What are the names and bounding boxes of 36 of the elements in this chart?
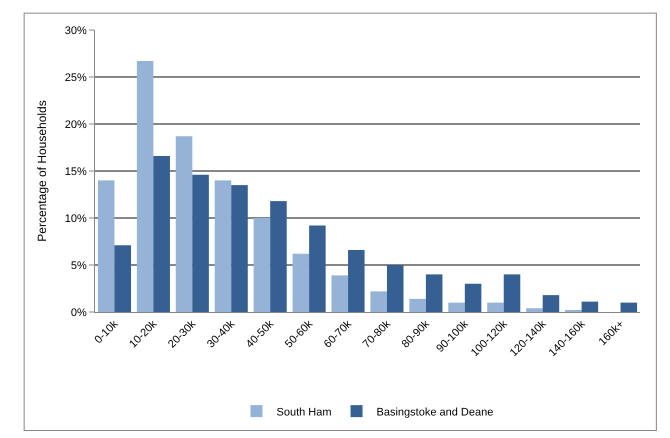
bar bbox=[504, 274, 520, 312]
bar bbox=[153, 156, 170, 312]
bar bbox=[409, 298, 426, 312]
bar bbox=[98, 180, 114, 312]
bar bbox=[331, 275, 348, 312]
bar bbox=[309, 226, 326, 312]
bar bbox=[542, 295, 560, 312]
bar bbox=[231, 185, 248, 312]
bar bbox=[270, 201, 287, 312]
y-tick-label: 15% bbox=[64, 166, 88, 178]
bar bbox=[582, 302, 598, 312]
y-tick-label: 0% bbox=[70, 306, 88, 319]
bar bbox=[214, 180, 232, 312]
bar bbox=[426, 274, 442, 312]
y-axis-title: Percentage of Households bbox=[35, 100, 50, 242]
bar bbox=[292, 254, 310, 312]
y-tick-label: 10% bbox=[64, 212, 88, 225]
bar bbox=[386, 265, 404, 312]
bar bbox=[176, 136, 192, 312]
bar bbox=[348, 250, 365, 312]
bar bbox=[448, 302, 465, 312]
bar bbox=[464, 284, 482, 312]
bar bbox=[526, 308, 543, 312]
bar bbox=[254, 218, 270, 312]
y-tick-label: 20% bbox=[64, 118, 88, 131]
legend-label: Basingstoke and Deane bbox=[376, 406, 494, 418]
bar bbox=[370, 291, 387, 312]
y-tick-label: 5% bbox=[70, 260, 88, 272]
bar bbox=[192, 174, 209, 312]
bar bbox=[136, 61, 154, 312]
y-tick-label: 30% bbox=[64, 24, 88, 37]
bar bbox=[114, 245, 132, 312]
bar bbox=[487, 302, 504, 312]
bar bbox=[620, 302, 638, 312]
legend-label: South Ham bbox=[276, 406, 332, 418]
y-tick-label: 25% bbox=[64, 72, 88, 84]
